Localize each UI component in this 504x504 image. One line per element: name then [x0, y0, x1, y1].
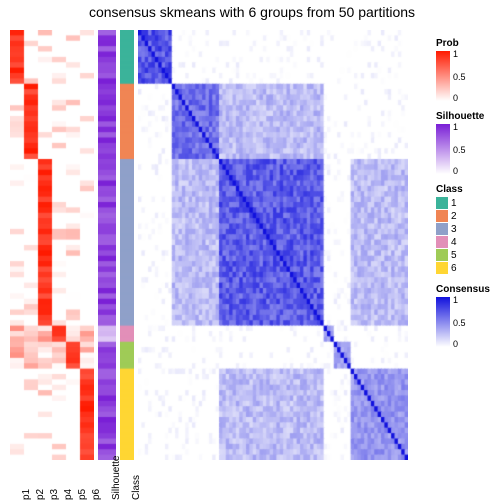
legend-panel: Prob 1 0.5 0 Silhouette 1 0.5 0 Class 12…	[436, 38, 502, 357]
consensus-heatmap	[138, 30, 408, 460]
axis-label: p5	[77, 489, 88, 500]
x-axis: p1p2p3p4p5p6SilhouetteClass	[10, 462, 430, 502]
class-col	[120, 30, 134, 460]
silhouette-col	[98, 30, 116, 460]
legend-class-item: 2	[436, 210, 502, 222]
legend-silhouette: Silhouette 1 0.5 0	[436, 111, 502, 174]
legend-consensus: Consensus 1 0.5 0	[436, 284, 502, 347]
axis-label: p3	[49, 489, 60, 500]
axis-label: p1	[21, 489, 32, 500]
axis-label: p4	[63, 489, 74, 500]
legend-class-item: 4	[436, 236, 502, 248]
axis-label: p2	[35, 489, 46, 500]
legend-class-item: 1	[436, 197, 502, 209]
legend-prob: Prob 1 0.5 0	[436, 38, 502, 101]
legend-class: Class 123456	[436, 184, 502, 274]
legend-class-item: 3	[436, 223, 502, 235]
axis-label: p6	[91, 489, 102, 500]
page-title: consensus skmeans with 6 groups from 50 …	[0, 0, 504, 20]
legend-class-item: 5	[436, 249, 502, 261]
legend-class-item: 6	[436, 262, 502, 274]
p-columns	[10, 30, 94, 460]
axis-label: Class	[131, 475, 142, 500]
plot-area	[10, 30, 430, 460]
axis-label: Silhouette	[111, 456, 122, 500]
